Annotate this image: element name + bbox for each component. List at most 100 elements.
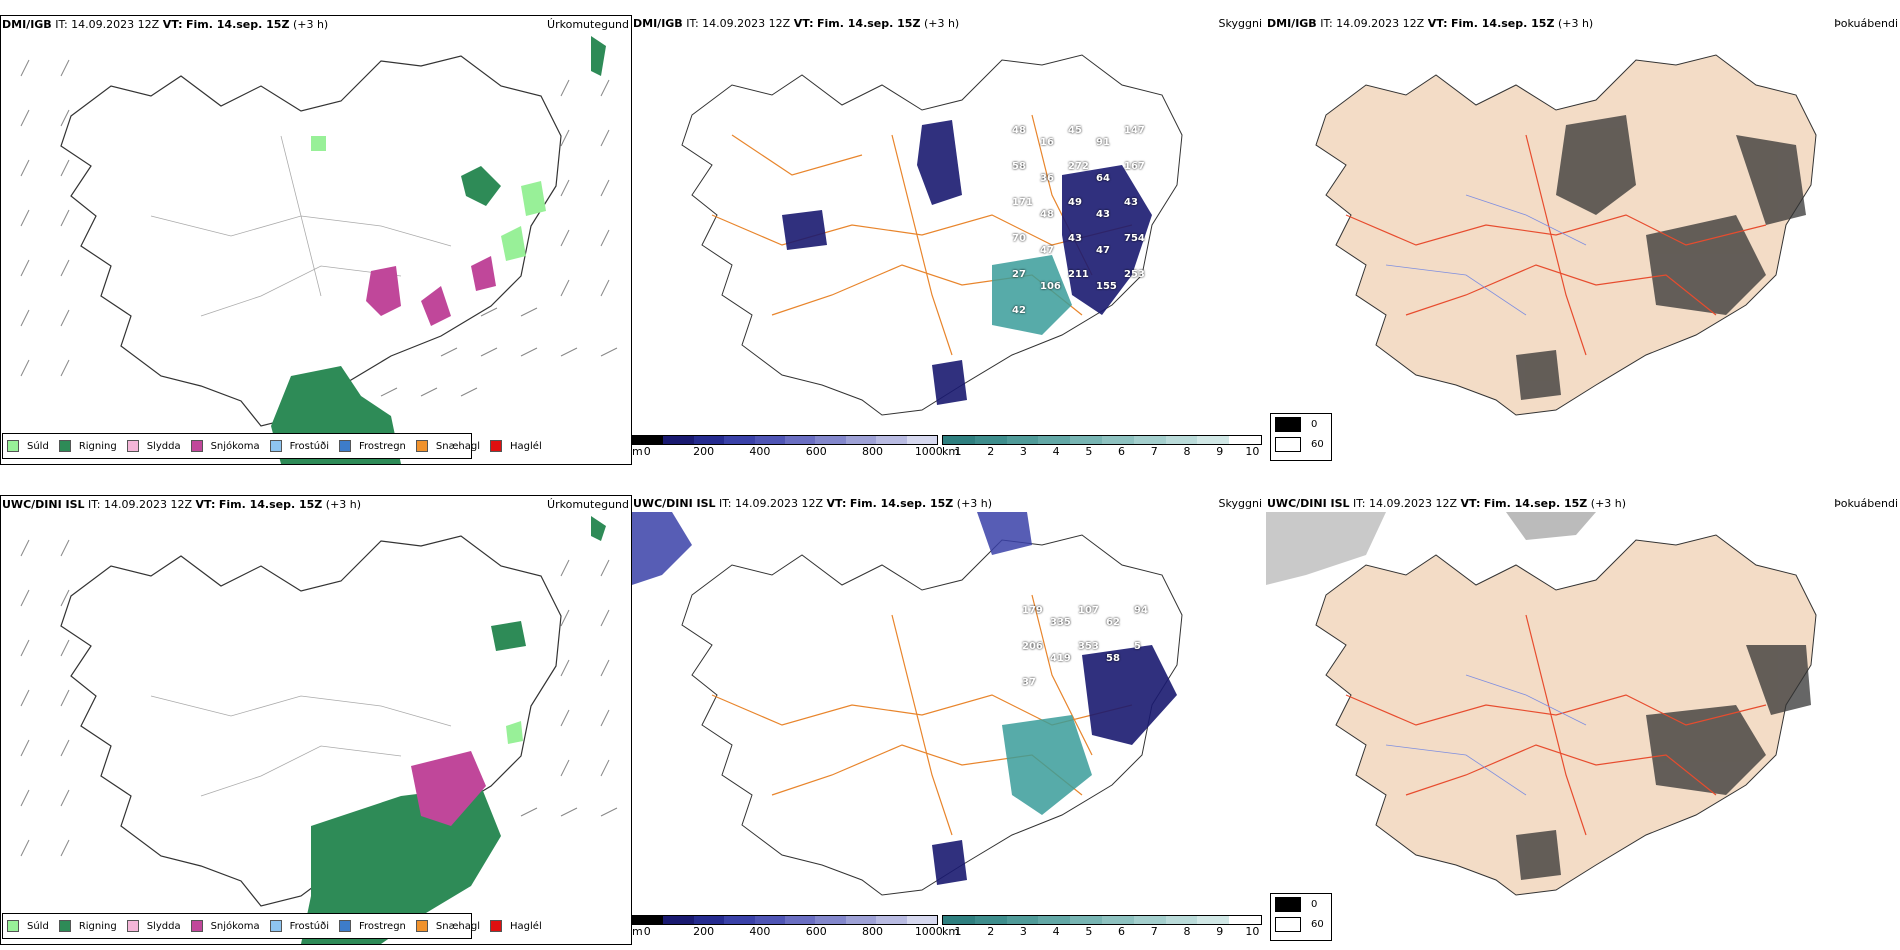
legend-item: Frostregn <box>339 920 406 932</box>
lead-time: (+3 h) <box>956 497 993 510</box>
legend-label: Haglél <box>510 920 542 932</box>
it-label: IT: <box>686 17 699 30</box>
legend-swatch <box>339 440 351 452</box>
panel-title: Skyggni <box>1218 497 1262 510</box>
model-name: DMI/IGB <box>633 17 683 30</box>
legend-item: Rigning <box>58 440 117 452</box>
cloud-base-label: 91 <box>1096 137 1110 148</box>
panel-header: UWC/DINI ISL IT: 14.09.2023 12Z VT: Fim.… <box>1267 496 1898 512</box>
cloud-base-tick: 600 <box>805 925 827 938</box>
colorbar-segment <box>754 916 786 924</box>
legend-item: Frostúði <box>269 920 329 932</box>
fog-swatch-0 <box>1275 416 1301 432</box>
fog-index-map <box>1266 512 1817 896</box>
legend-swatch <box>415 920 428 932</box>
vt-label: VT: <box>1427 17 1448 30</box>
colorbar-segment <box>1101 436 1134 444</box>
legend-label: Frostregn <box>359 440 406 452</box>
colorbar-segment <box>1197 436 1230 444</box>
cloud-base-label: 211 <box>1068 269 1089 280</box>
visibility-tick: 7 <box>1150 445 1158 458</box>
visibility-tick: 2 <box>987 925 995 938</box>
cloud-base-label: 171 <box>1012 197 1033 208</box>
cloud-base-label: 45 <box>1068 125 1082 136</box>
top-precip-panel: DMI/IGB IT: 14.09.2023 12Z VT: Fim. 14.s… <box>0 15 632 465</box>
cloud-base-label: 147 <box>1124 125 1145 136</box>
colorbar-segment <box>724 916 755 924</box>
legend-label: Snæhagl <box>435 440 481 452</box>
visibility-tick: 4 <box>1052 445 1060 458</box>
fog-swatch-0 <box>1275 896 1301 912</box>
cloud-base-label: 70 <box>1012 233 1026 244</box>
cloud-base-label: 353 <box>1078 641 1099 652</box>
model-name: DMI/IGB <box>2 18 52 31</box>
colorbar-segment <box>815 436 846 444</box>
cloud-base-label: 106 <box>1040 281 1061 292</box>
legend-swatch <box>269 440 282 452</box>
init-time: 14.09.2023 12Z <box>104 498 193 511</box>
cloud-base-label: 253 <box>1124 269 1145 280</box>
low-cloud-blue <box>782 120 1152 405</box>
panel-title: Úrkomutegund <box>547 18 629 31</box>
panel-header: DMI/IGB IT: 14.09.2023 12Z VT: Fim. 14.s… <box>2 17 629 33</box>
cloud-base-label: 37 <box>1022 677 1036 688</box>
cloud-base-label: 94 <box>1134 605 1148 616</box>
legend-swatch <box>190 440 203 452</box>
lead-time: (+3 h) <box>923 17 960 30</box>
panel-header: DMI/IGB IT: 14.09.2023 12Z VT: Fim. 14.s… <box>1267 16 1898 32</box>
colorbar-segment <box>845 916 877 924</box>
wind-barbs <box>20 59 618 397</box>
colorbar-segment <box>1229 916 1261 924</box>
cloud-base-label: 167 <box>1124 161 1145 172</box>
colorbar-segment <box>845 436 877 444</box>
colorbar-segment <box>785 916 816 924</box>
colorbar-segment <box>633 916 664 924</box>
colorbar-segment <box>663 916 694 924</box>
cloud-base-label: 36 <box>1040 173 1054 184</box>
cloud-base-unit: m <box>632 445 643 458</box>
legend-swatch <box>126 440 139 452</box>
fog-value-60: 60 <box>1311 438 1324 450</box>
legend-label: Snæhagl <box>435 920 481 932</box>
legend-swatch <box>190 920 203 932</box>
cloud-base-label: 49 <box>1068 197 1082 208</box>
colorbar-segment <box>815 916 846 924</box>
colorbar-segment <box>943 916 975 924</box>
cloud-base-label: 179 <box>1022 605 1043 616</box>
model-name: UWC/DINI ISL <box>1267 497 1350 510</box>
legend-swatch <box>58 440 71 452</box>
colorbar-segment <box>1070 916 1102 924</box>
vt-label: VT: <box>1460 497 1481 510</box>
legend-swatch <box>58 920 71 932</box>
low-cloud-teal <box>992 255 1072 335</box>
cloud-base-label: 64 <box>1096 173 1110 184</box>
visibility-tick: 10 <box>1245 445 1260 458</box>
low-cloud-dark <box>932 645 1177 885</box>
cloud-base-label: 27 <box>1012 269 1026 280</box>
legend-label: Snjókoma <box>210 440 260 452</box>
legend-swatch <box>126 920 139 932</box>
legend-item: Súld <box>7 920 49 932</box>
cloud-base-label: 43 <box>1068 233 1082 244</box>
cloud-base-label: 58 <box>1106 653 1120 664</box>
legend-label: Rigning <box>78 440 117 452</box>
lead-time: (+3 h) <box>1557 17 1594 30</box>
legend-label: Rigning <box>78 920 117 932</box>
vt-label: VT: <box>826 497 847 510</box>
colorbar-segment <box>633 436 664 444</box>
legend-label: Frostúði <box>289 920 329 932</box>
cloud-base-tick: 200 <box>693 925 715 938</box>
visibility-tick: 5 <box>1085 445 1093 458</box>
valid-time: Fim. 14.sep. 15Z <box>218 498 323 511</box>
iceland-coastline <box>60 55 562 427</box>
cloud-base-label: 206 <box>1022 641 1043 652</box>
colorbar-segment <box>943 436 975 444</box>
precip-snow <box>411 751 486 826</box>
cloud-base-label: 47 <box>1040 245 1054 256</box>
fog-value-60: 60 <box>1311 918 1324 930</box>
colorbar-segment <box>1133 916 1166 924</box>
low-cloud-teal <box>1002 715 1092 815</box>
cloud-base-tick: 0 <box>643 925 651 938</box>
init-time: 14.09.2023 12Z <box>1369 497 1458 510</box>
cloud-base-label: 419 <box>1050 653 1071 664</box>
